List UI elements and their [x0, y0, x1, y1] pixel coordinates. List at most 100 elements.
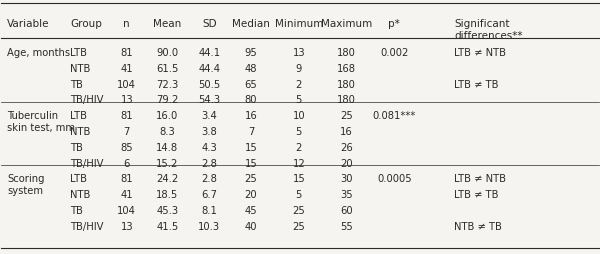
Text: 9: 9 — [296, 64, 302, 74]
Text: TB: TB — [70, 206, 83, 216]
Text: 2: 2 — [296, 80, 302, 89]
Text: 13: 13 — [292, 48, 305, 58]
Text: LTB ≠ TB: LTB ≠ TB — [454, 190, 499, 200]
Text: 25: 25 — [340, 111, 353, 121]
Text: 44.4: 44.4 — [198, 64, 220, 74]
Text: LTB: LTB — [70, 111, 87, 121]
Text: 20: 20 — [245, 190, 257, 200]
Text: 90.0: 90.0 — [157, 48, 178, 58]
Text: 18.5: 18.5 — [156, 190, 179, 200]
Text: 10: 10 — [292, 111, 305, 121]
Text: 14.8: 14.8 — [157, 143, 178, 153]
Text: 50.5: 50.5 — [198, 80, 220, 89]
Text: 95: 95 — [245, 48, 257, 58]
Text: 180: 180 — [337, 95, 356, 105]
Text: 0.081***: 0.081*** — [373, 111, 416, 121]
Text: LTB ≠ TB: LTB ≠ TB — [454, 80, 499, 89]
Text: 65: 65 — [245, 80, 257, 89]
Text: 5: 5 — [296, 127, 302, 137]
Text: NTB ≠ TB: NTB ≠ TB — [454, 222, 502, 232]
Text: 54.3: 54.3 — [198, 95, 220, 105]
Text: 15: 15 — [245, 159, 257, 169]
Text: 6: 6 — [124, 159, 130, 169]
Text: p*: p* — [388, 19, 400, 29]
Text: 81: 81 — [121, 48, 133, 58]
Text: 25: 25 — [245, 174, 257, 184]
Text: 8.3: 8.3 — [160, 127, 175, 137]
Text: 16: 16 — [340, 127, 353, 137]
Text: 5: 5 — [296, 95, 302, 105]
Text: NTB: NTB — [70, 64, 91, 74]
Text: 13: 13 — [121, 95, 133, 105]
Text: LTB: LTB — [70, 174, 87, 184]
Text: TB: TB — [70, 80, 83, 89]
Text: 85: 85 — [121, 143, 133, 153]
Text: 168: 168 — [337, 64, 356, 74]
Text: 15: 15 — [292, 174, 305, 184]
Text: TB/HIV: TB/HIV — [70, 222, 104, 232]
Text: 3.4: 3.4 — [202, 111, 217, 121]
Text: 24.2: 24.2 — [156, 174, 179, 184]
Text: TB/HIV: TB/HIV — [70, 95, 104, 105]
Text: Minimum: Minimum — [275, 19, 323, 29]
Text: 25: 25 — [292, 222, 305, 232]
Text: 7: 7 — [124, 127, 130, 137]
Text: 60: 60 — [340, 206, 353, 216]
Text: 79.2: 79.2 — [156, 95, 179, 105]
Text: 7: 7 — [248, 127, 254, 137]
Text: 26: 26 — [340, 143, 353, 153]
Text: 81: 81 — [121, 111, 133, 121]
Text: n: n — [124, 19, 130, 29]
Text: 15: 15 — [245, 143, 257, 153]
Text: Tuberculin
skin test, mm: Tuberculin skin test, mm — [7, 111, 76, 133]
Text: 13: 13 — [121, 222, 133, 232]
Text: 5: 5 — [296, 190, 302, 200]
Text: 81: 81 — [121, 174, 133, 184]
Text: NTB: NTB — [70, 190, 91, 200]
Text: 4.3: 4.3 — [202, 143, 217, 153]
Text: 2.8: 2.8 — [201, 159, 217, 169]
Text: 2: 2 — [296, 143, 302, 153]
Text: SD: SD — [202, 19, 217, 29]
Text: 6.7: 6.7 — [201, 190, 217, 200]
Text: LTB ≠ NTB: LTB ≠ NTB — [454, 174, 506, 184]
Text: 2.8: 2.8 — [201, 174, 217, 184]
Text: 61.5: 61.5 — [156, 64, 179, 74]
Text: 44.1: 44.1 — [198, 48, 220, 58]
Text: 55: 55 — [340, 222, 353, 232]
Text: 41: 41 — [121, 190, 133, 200]
Text: 16: 16 — [245, 111, 257, 121]
Text: 45.3: 45.3 — [157, 206, 178, 216]
Text: 41.5: 41.5 — [156, 222, 179, 232]
Text: 104: 104 — [118, 80, 136, 89]
Text: 12: 12 — [292, 159, 305, 169]
Text: 25: 25 — [292, 206, 305, 216]
Text: Mean: Mean — [153, 19, 182, 29]
Text: Median: Median — [232, 19, 270, 29]
Text: Variable: Variable — [7, 19, 50, 29]
Text: 16.0: 16.0 — [156, 111, 179, 121]
Text: 180: 180 — [337, 48, 356, 58]
Text: LTB: LTB — [70, 48, 87, 58]
Text: 45: 45 — [245, 206, 257, 216]
Text: 48: 48 — [245, 64, 257, 74]
Text: 180: 180 — [337, 80, 356, 89]
Text: 0.0005: 0.0005 — [377, 174, 412, 184]
Text: 72.3: 72.3 — [156, 80, 179, 89]
Text: NTB: NTB — [70, 127, 91, 137]
Text: Scoring
system: Scoring system — [7, 174, 45, 196]
Text: 40: 40 — [245, 222, 257, 232]
Text: TB: TB — [70, 143, 83, 153]
Text: 8.1: 8.1 — [201, 206, 217, 216]
Text: 104: 104 — [118, 206, 136, 216]
Text: 35: 35 — [340, 190, 353, 200]
Text: 20: 20 — [340, 159, 353, 169]
Text: 41: 41 — [121, 64, 133, 74]
Text: Significant
differences**: Significant differences** — [454, 19, 523, 41]
Text: Age, months: Age, months — [7, 48, 70, 58]
Text: TB/HIV: TB/HIV — [70, 159, 104, 169]
Text: LTB ≠ NTB: LTB ≠ NTB — [454, 48, 506, 58]
Text: 15.2: 15.2 — [156, 159, 179, 169]
Text: 80: 80 — [245, 95, 257, 105]
Text: Maximum: Maximum — [321, 19, 372, 29]
